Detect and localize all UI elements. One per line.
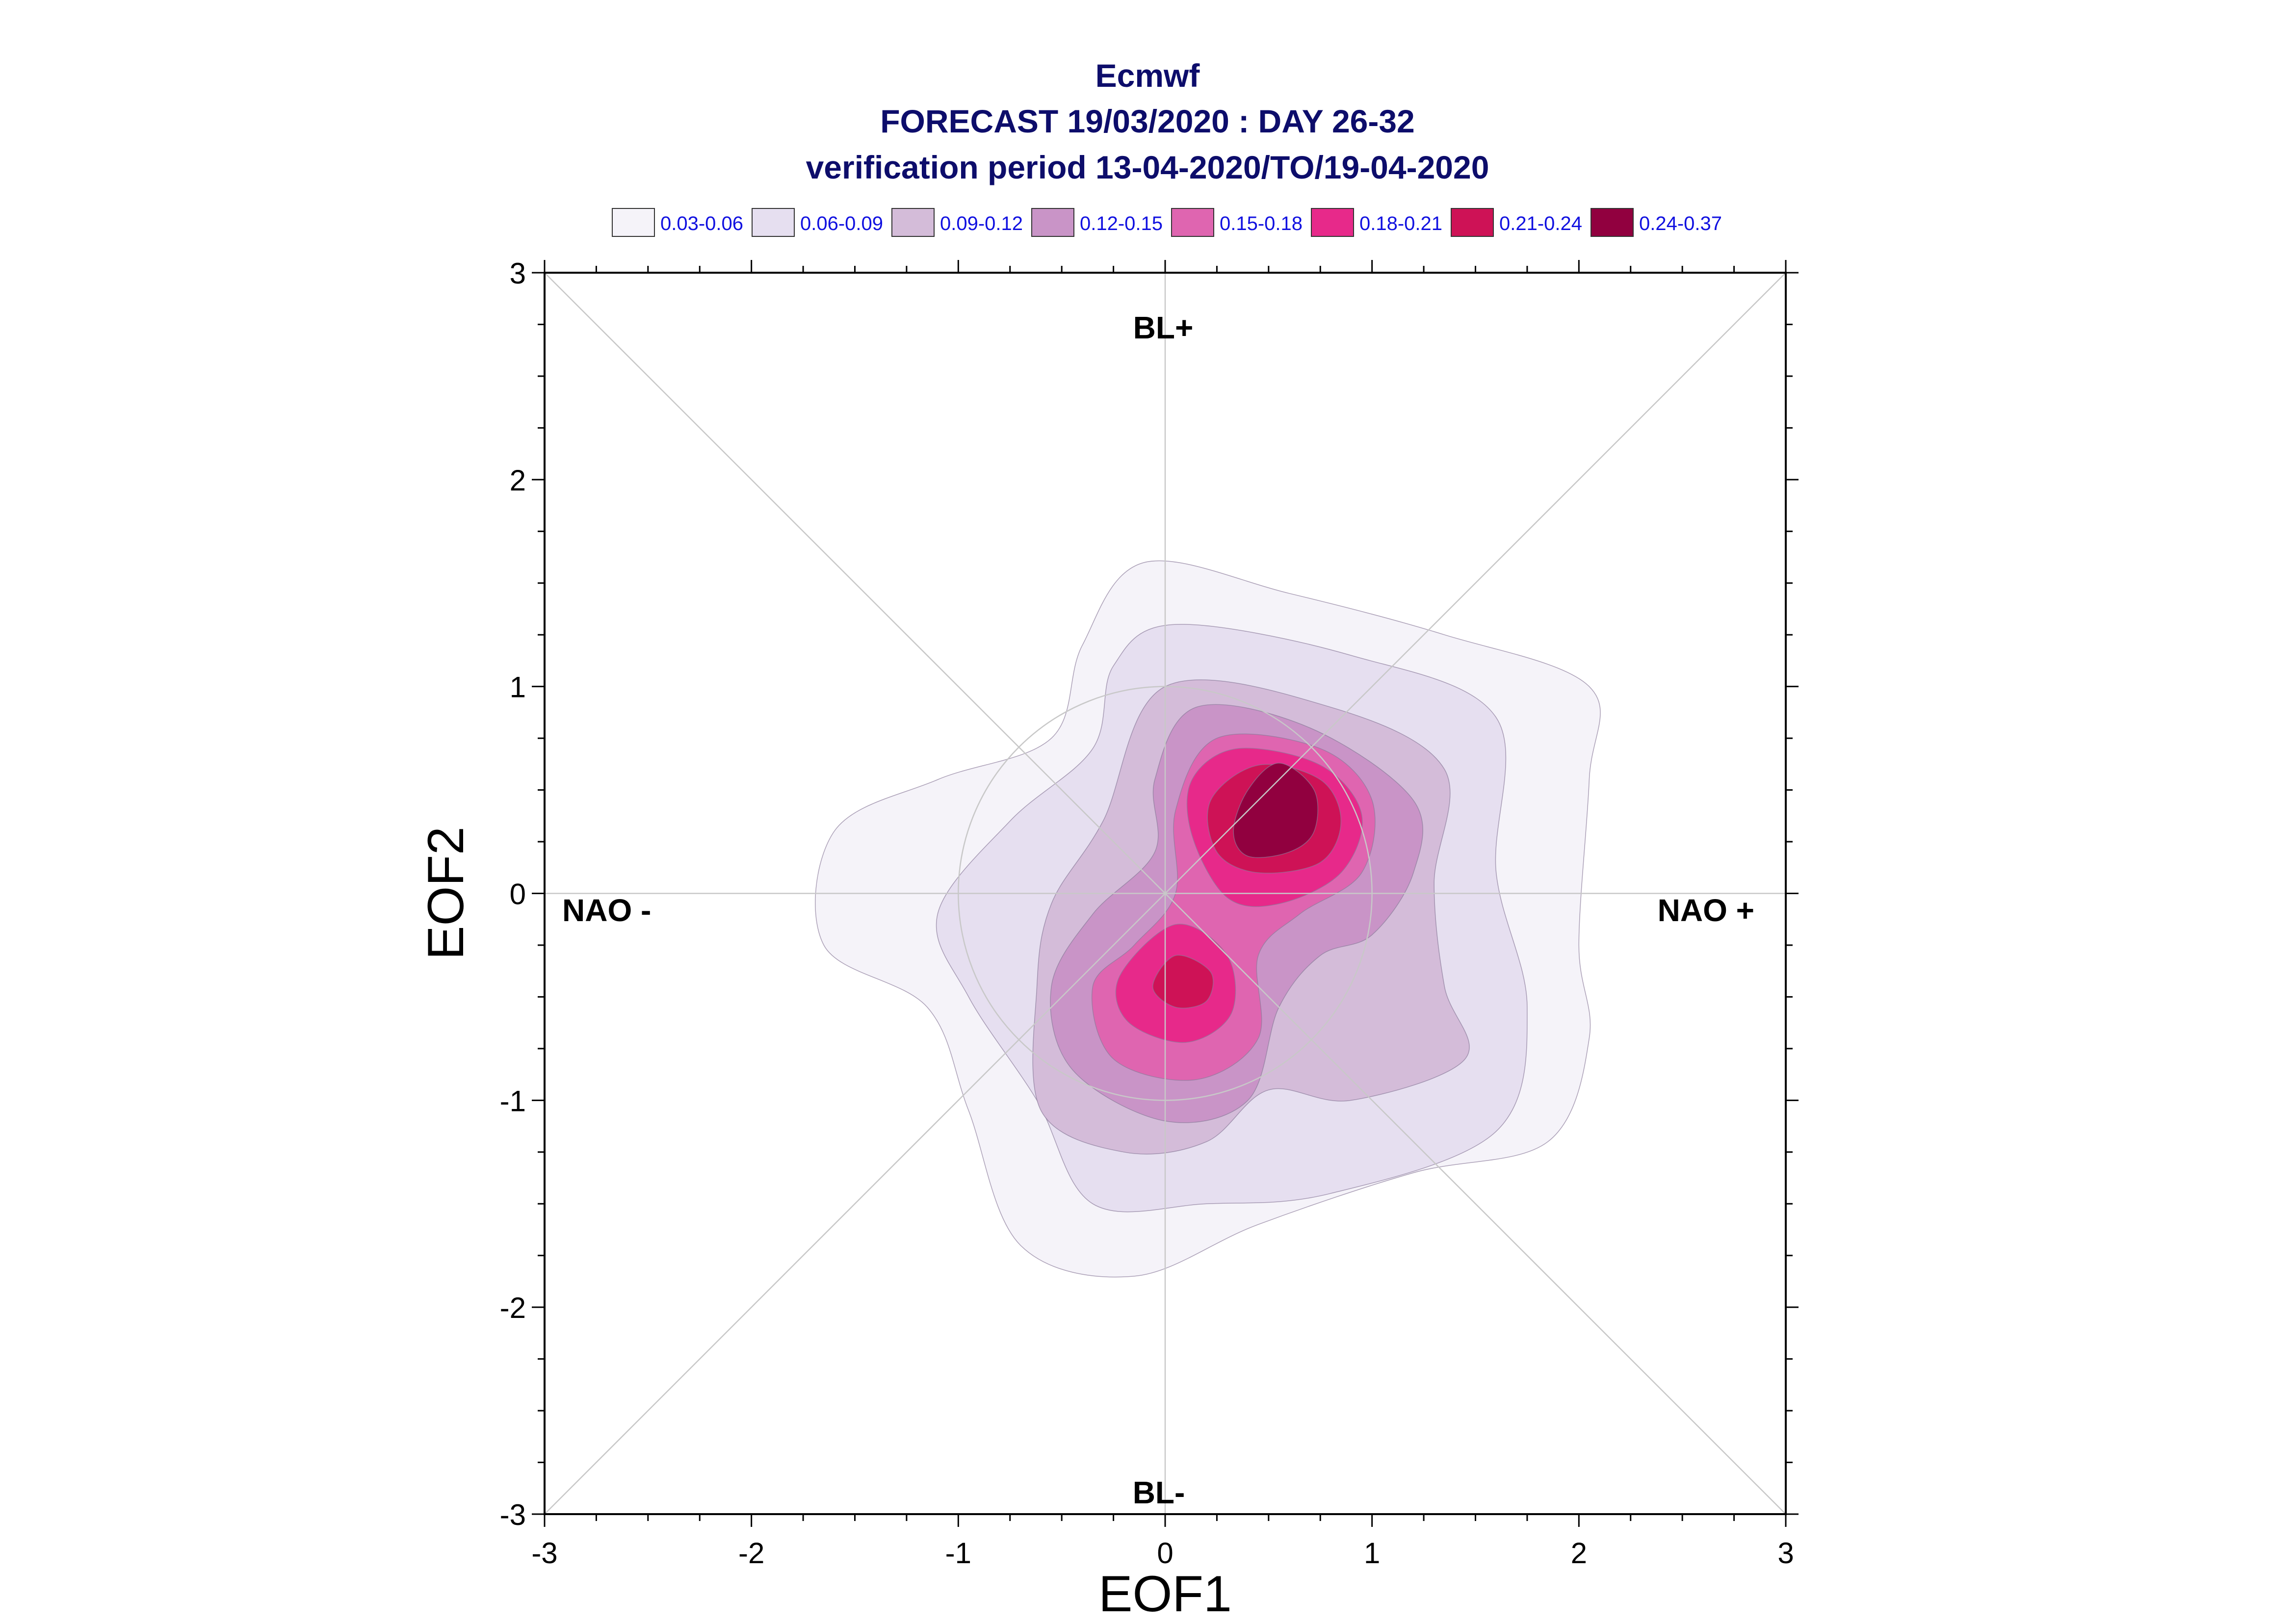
reference-circle [958, 686, 1373, 1101]
legend-swatch [1311, 208, 1354, 237]
regime-label-bl-minus: BL- [1133, 1475, 1185, 1510]
legend-swatch [612, 208, 655, 237]
plot-area: -3 -2 -1 0 1 2 3 -3 -2 -1 0 1 2 3 [500, 257, 1799, 1570]
x-tick-label: 0 [1157, 1537, 1173, 1570]
x-tick-label: -3 [531, 1537, 557, 1570]
legend-swatch [1451, 208, 1494, 237]
legend-label: 0.21-0.24 [1499, 213, 1582, 234]
y-tick-label: 2 [510, 464, 526, 497]
y-tick-label: 1 [510, 671, 526, 704]
legend-label: 0.09-0.12 [940, 213, 1023, 234]
x-tick-label: -2 [738, 1537, 764, 1570]
chart-subtitle-forecast: FORECAST 19/03/2020 : DAY 26-32 [880, 103, 1415, 139]
density-contours [815, 560, 1601, 1278]
reference-guides [544, 272, 1786, 1515]
y-tick-label: -3 [500, 1498, 526, 1531]
y-tick-label: -1 [500, 1084, 526, 1117]
legend-label: 0.24-0.37 [1639, 213, 1722, 234]
legend-swatch [1031, 208, 1074, 237]
regime-label-nao-plus: NAO + [1658, 893, 1754, 928]
x-tick-label: -1 [945, 1537, 971, 1570]
x-axis-title: EOF1 [1098, 1566, 1232, 1623]
legend-label: 0.15-0.18 [1220, 213, 1303, 234]
regime-label-bl-plus: BL+ [1133, 310, 1194, 345]
chart-title: Ecmwf [1095, 57, 1200, 94]
chart-subtitle-verification: verification period 13-04-2020/TO/19-04-… [806, 149, 1489, 185]
y-tick-label: -2 [500, 1291, 526, 1324]
legend-swatch [891, 208, 935, 237]
y-tick-label: 3 [510, 257, 526, 290]
axis-ticks: -3 -2 -1 0 1 2 3 -3 -2 -1 0 1 2 3 [500, 257, 1799, 1570]
legend-swatch [752, 208, 795, 237]
legend: 0.03-0.06 0.06-0.09 0.09-0.12 0.12-0.15 0.15… [612, 208, 1722, 237]
regime-label-nao-minus: NAO - [562, 893, 651, 928]
x-tick-label: 1 [1364, 1537, 1380, 1570]
density-contour-0.24-0.37 [1233, 762, 1318, 858]
diagonal-line-2 [544, 272, 1786, 1515]
legend-swatch [1171, 208, 1214, 237]
legend-label: 0.03-0.06 [660, 213, 743, 234]
legend-swatch [1591, 208, 1634, 237]
y-axis-title: EOF2 [417, 826, 474, 960]
y-tick-label: 0 [510, 878, 526, 911]
x-tick-label: 3 [1777, 1537, 1794, 1570]
legend-label: 0.18-0.21 [1359, 213, 1442, 234]
density-contour-secondary-0.21-0.24 [1152, 954, 1214, 1009]
x-tick-label: 2 [1571, 1537, 1587, 1570]
legend-label: 0.12-0.15 [1080, 213, 1163, 234]
legend-label: 0.06-0.09 [800, 213, 883, 234]
